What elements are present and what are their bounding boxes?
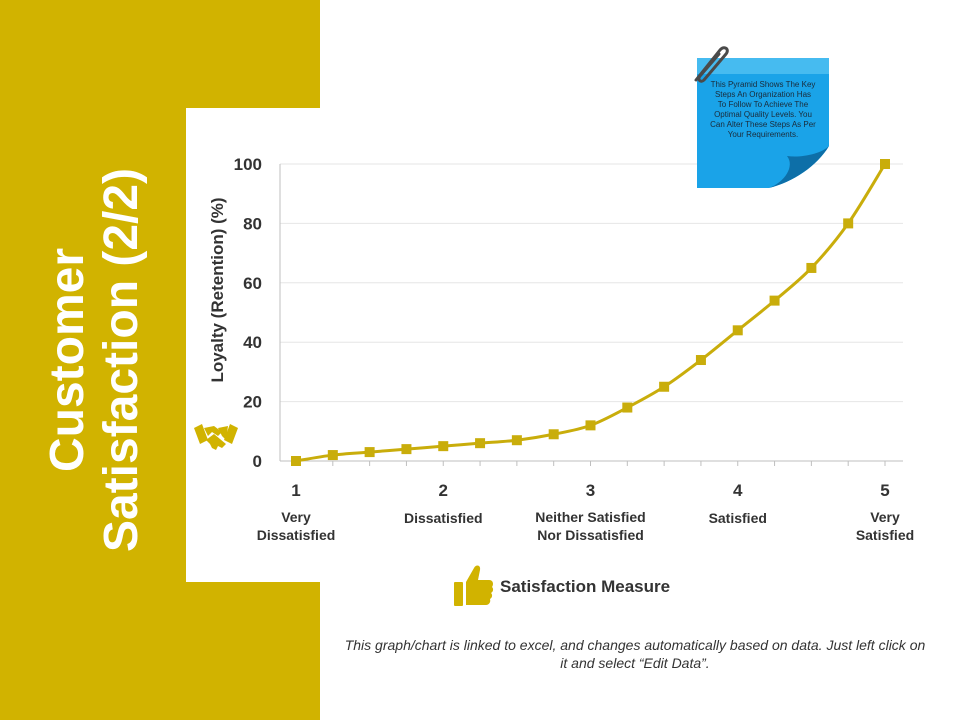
data-point bbox=[769, 295, 780, 306]
category-label: Neither Satisfied Nor Dissatisfied bbox=[535, 509, 646, 543]
y-tick-label: 80 bbox=[243, 214, 262, 233]
data-point bbox=[327, 450, 338, 461]
sticky-note-text: This Pyramid Shows The Key Steps An Orga… bbox=[710, 80, 816, 139]
data-point bbox=[548, 429, 559, 440]
data-point bbox=[364, 447, 375, 458]
data-point bbox=[880, 159, 890, 169]
x-tick-label: 5 bbox=[880, 481, 889, 500]
data-point bbox=[622, 402, 633, 413]
x-tick-label: 4 bbox=[733, 481, 743, 500]
data-point bbox=[438, 441, 449, 452]
thumbs-up-icon bbox=[454, 565, 494, 606]
y-tick-label: 40 bbox=[243, 333, 262, 352]
data-point bbox=[511, 435, 522, 446]
data-point bbox=[843, 218, 854, 229]
x-tick-label: 1 bbox=[291, 481, 300, 500]
data-point bbox=[659, 381, 670, 392]
sticky-note bbox=[697, 58, 829, 188]
y-tick-label: 0 bbox=[253, 452, 262, 471]
category-label: Very Dissatisfied bbox=[256, 509, 336, 543]
data-point bbox=[732, 325, 743, 336]
footer-note: This graph/chart is linked to excel, and… bbox=[344, 637, 926, 671]
handshake-icon bbox=[194, 424, 238, 450]
y-tick-label: 20 bbox=[243, 393, 262, 412]
y-tick-label: 60 bbox=[243, 274, 262, 293]
data-point bbox=[401, 444, 412, 455]
category-label: Satisfied bbox=[708, 510, 767, 526]
data-point bbox=[291, 456, 301, 466]
data-point bbox=[475, 438, 486, 449]
y-tick-label: 100 bbox=[234, 155, 262, 174]
category-label: Very Satisfied bbox=[855, 509, 915, 543]
series-line bbox=[295, 163, 887, 463]
y-axis-label: Loyalty (Retention) (%) bbox=[208, 197, 227, 383]
paperclip-icon bbox=[694, 46, 729, 83]
x-axis-label: Satisfaction Measure bbox=[500, 577, 671, 596]
data-point bbox=[806, 262, 817, 273]
data-point bbox=[695, 355, 706, 366]
chart-panel-background bbox=[186, 108, 320, 582]
x-tick-label: 3 bbox=[586, 481, 595, 500]
category-label: Dissatisfied bbox=[403, 510, 483, 526]
data-point bbox=[585, 420, 596, 431]
x-tick-label: 2 bbox=[439, 481, 448, 500]
